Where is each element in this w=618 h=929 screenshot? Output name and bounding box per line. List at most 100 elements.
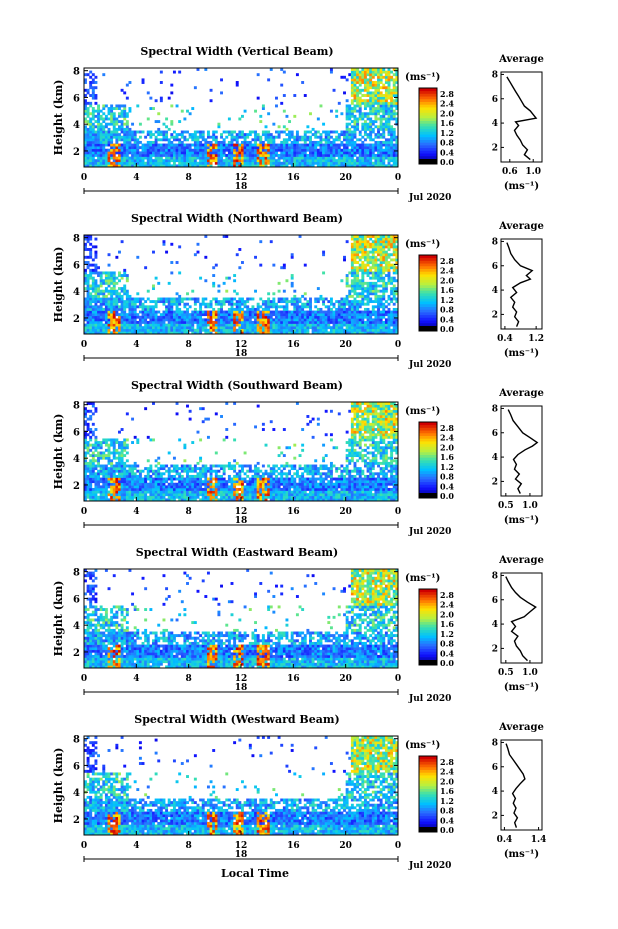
heatmap-cell	[89, 461, 93, 465]
heatmap-cell	[102, 472, 106, 476]
heatmap-cell	[123, 461, 127, 465]
heatmap-cell	[172, 153, 176, 157]
heatmap-cell	[285, 305, 289, 309]
heatmap-cell	[382, 109, 386, 113]
heatmap-cell	[112, 130, 116, 134]
heatmap-cell	[392, 94, 396, 97]
heatmap-cell	[212, 159, 216, 163]
heatmap-cell	[282, 148, 286, 152]
heatmap-cell	[112, 310, 116, 314]
heatmap-cell	[112, 133, 116, 137]
heatmap-cell	[199, 143, 203, 147]
heatmap-cell	[322, 250, 326, 254]
heatmap-cell	[280, 300, 284, 304]
heatmap-cell	[162, 151, 166, 155]
heatmap-cell	[162, 315, 166, 319]
heatmap-cell	[104, 448, 108, 452]
heatmap-cell	[94, 81, 98, 84]
x-tick-label: 8	[186, 173, 192, 183]
heatmap-cell	[133, 464, 137, 468]
x-tick-label: 20	[339, 340, 352, 350]
heatmap-cell	[217, 156, 221, 160]
heatmap-cell	[382, 284, 386, 288]
heatmap-cell	[382, 268, 386, 272]
heatmap-cell	[395, 318, 399, 322]
heatmap-cell	[175, 156, 179, 160]
heatmap-cell	[319, 315, 323, 319]
heatmap-cell	[329, 310, 333, 314]
heatmap-cell	[356, 91, 360, 95]
heatmap-cell	[369, 261, 373, 264]
heatmap-cell	[384, 151, 388, 155]
heatmap-cell	[345, 164, 349, 168]
heatmap-cell	[261, 133, 265, 137]
heatmap-cell	[230, 146, 234, 150]
heatmap-cell	[120, 456, 124, 460]
heatmap-cell	[133, 328, 137, 332]
heatmap-cell	[277, 153, 281, 157]
heatmap-cell	[170, 146, 174, 150]
heatmap-cell	[390, 114, 394, 118]
heatmap-cell	[159, 498, 163, 502]
heatmap-cell	[222, 323, 226, 327]
heatmap-cell	[217, 320, 221, 324]
heatmap-cell	[332, 161, 336, 165]
heatmap-cell	[361, 125, 365, 129]
heatmap-cell	[157, 467, 161, 471]
heatmap-cell	[387, 271, 391, 275]
heatmap-cell	[146, 313, 150, 317]
heatmap-cell	[141, 151, 145, 155]
heatmap-cell	[123, 289, 127, 293]
heatmap-cell	[384, 331, 388, 335]
heatmap-cell	[222, 153, 226, 157]
heatmap-cell	[149, 133, 153, 137]
heatmap-cell	[94, 159, 98, 163]
heatmap-cell	[371, 281, 375, 285]
heatmap-cell	[144, 143, 148, 147]
heatmap-cell	[97, 164, 100, 168]
heatmap-cell	[217, 146, 221, 150]
heatmap-cell	[288, 151, 292, 155]
heatmap-cell	[301, 305, 305, 309]
heatmap-cell	[316, 320, 320, 324]
heatmap-cell	[196, 250, 200, 254]
heatmap-cell	[238, 305, 242, 309]
heatmap-cell	[180, 495, 184, 499]
heatmap-cell	[248, 323, 252, 327]
heatmap-cell	[306, 328, 310, 332]
heatmap-cell	[348, 323, 352, 327]
heatmap-cell	[157, 472, 161, 476]
heatmap-cell	[123, 274, 127, 277]
heatmap-cell	[335, 307, 339, 311]
heatmap-cell	[89, 263, 93, 267]
heatmap-cell	[227, 297, 231, 301]
heatmap-cell	[175, 315, 179, 319]
heatmap-cell	[120, 474, 124, 478]
heatmap-cell	[301, 323, 305, 327]
heatmap-cell	[241, 315, 244, 319]
heatmap-cell	[295, 315, 299, 319]
heatmap-cell	[84, 78, 87, 82]
heatmap-cell	[395, 315, 399, 319]
heatmap-cell	[178, 477, 182, 481]
heatmap-cell	[193, 146, 197, 150]
heatmap-cell	[188, 323, 192, 327]
heatmap-cell	[243, 313, 247, 317]
heatmap-cell	[361, 281, 365, 285]
heatmap-cell	[136, 498, 140, 502]
heatmap-cell	[340, 318, 344, 322]
heatmap-cell	[86, 331, 90, 335]
heatmap-cell	[374, 164, 378, 168]
heatmap-cell	[392, 292, 396, 296]
heatmap-cell	[199, 148, 203, 152]
heatmap-cell	[340, 320, 344, 324]
heatmap-cell	[227, 117, 231, 121]
heatmap-cell	[303, 148, 307, 152]
heatmap-cell	[178, 271, 182, 275]
heatmap-cell	[251, 326, 255, 330]
heatmap-cell	[243, 315, 247, 319]
heatmap-cell	[112, 485, 116, 489]
heatmap-cell	[104, 156, 108, 160]
heatmap-cell	[157, 498, 161, 502]
heatmap-cell	[94, 474, 98, 478]
